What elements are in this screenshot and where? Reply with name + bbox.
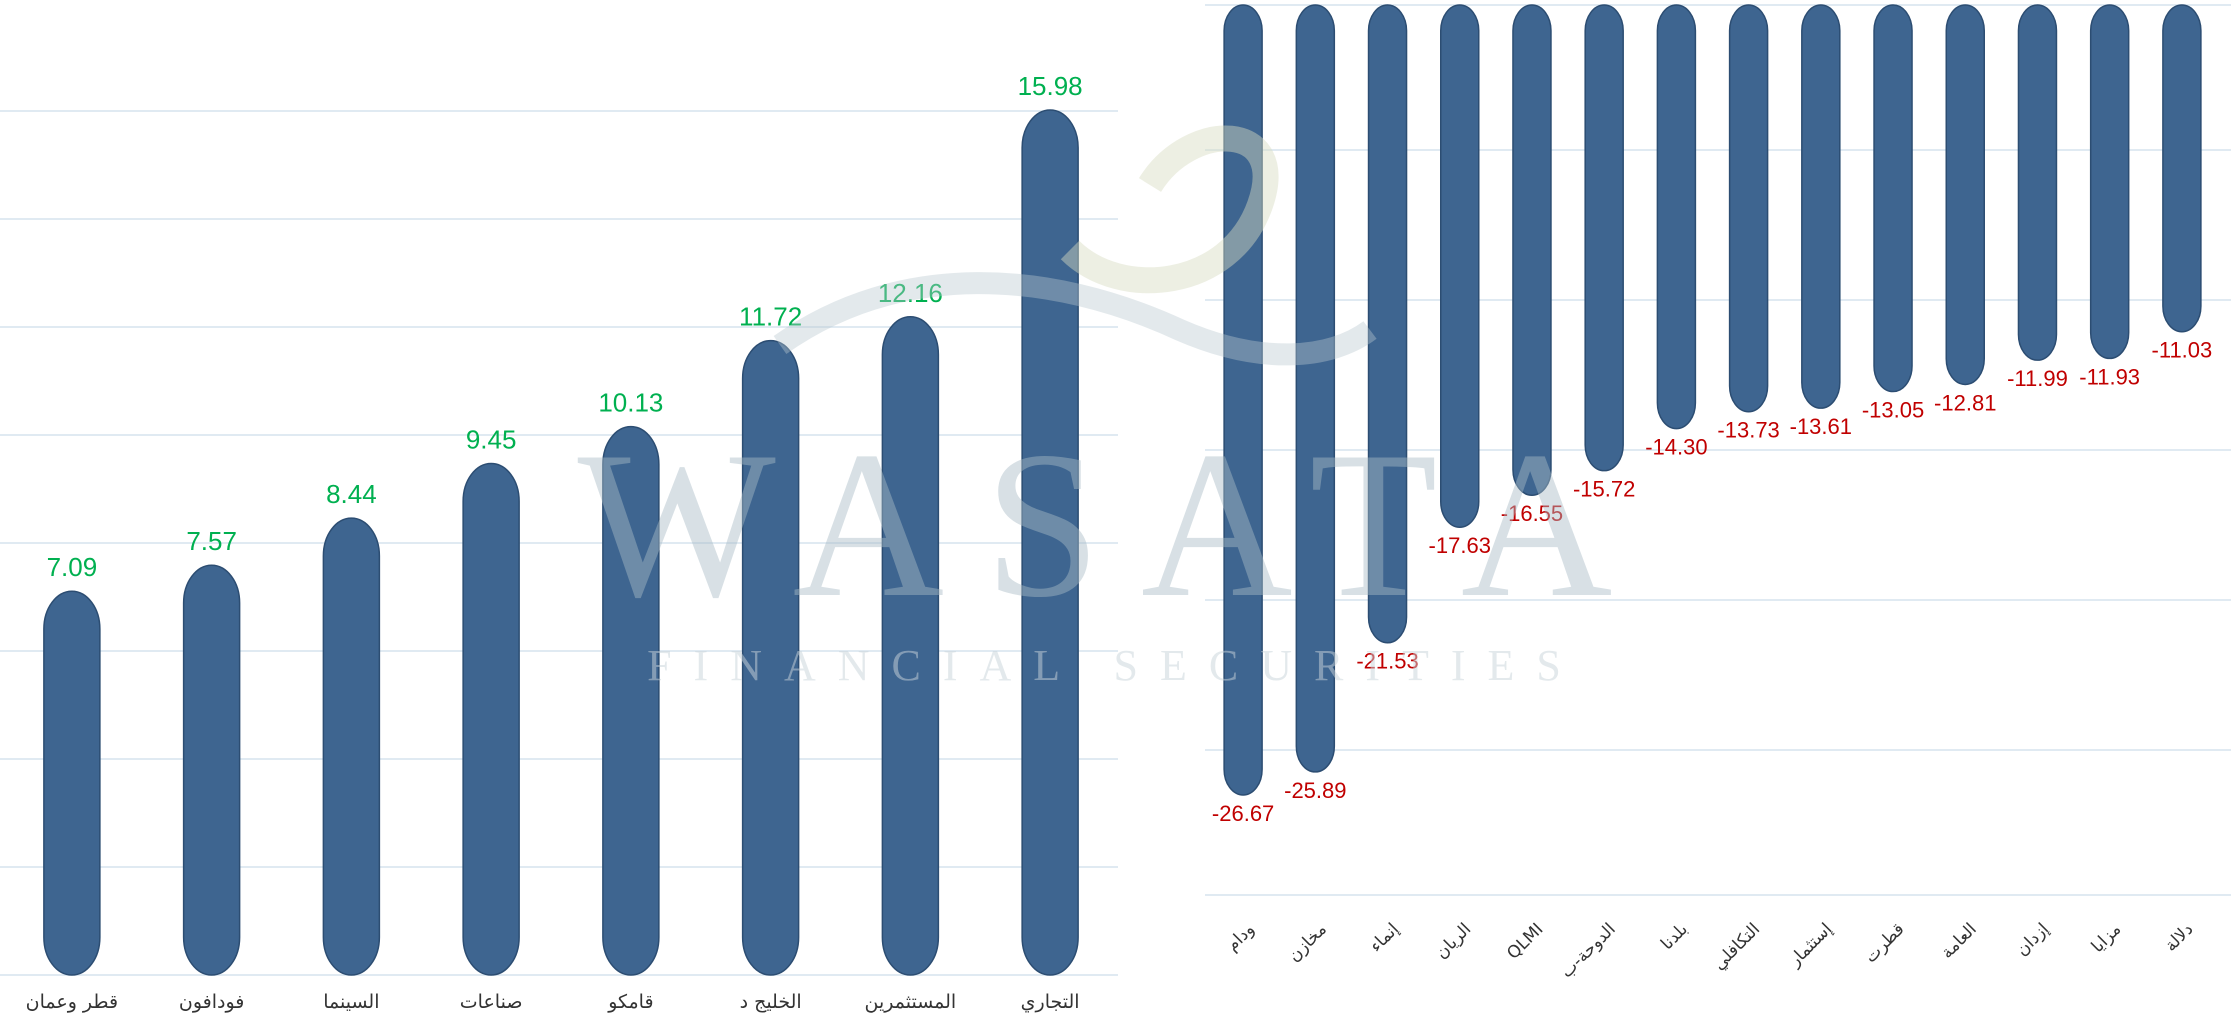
data-label: 9.45 [466, 424, 517, 454]
data-label: -13.61 [1790, 414, 1852, 439]
bar [182, 564, 241, 976]
bar [2017, 4, 2058, 361]
bar [1656, 4, 1697, 430]
category-label: دلالة [2161, 919, 2197, 955]
gainers-bar-chart: 7.09 قطر وعمان 7.57 فودافون 8.44 السينما 9.45 ص… [0, 71, 1118, 1013]
bar [1021, 109, 1079, 976]
category-label: فودافون [179, 991, 245, 1013]
data-label: 11.72 [739, 302, 802, 332]
category-label: بلدنا [1657, 919, 1692, 954]
category-label: السينما [323, 991, 379, 1013]
bar [741, 339, 800, 976]
bar [881, 316, 940, 976]
data-label: -11.93 [2079, 364, 2140, 389]
category-label: الريان [1432, 919, 1476, 963]
data-label: -15.72 [1573, 477, 1635, 502]
watermark: WASATA FINANCIAL SECURITIES [578, 125, 1653, 690]
bar [1295, 4, 1336, 773]
category-label: الدوحة-ب [1557, 919, 1620, 982]
watermark-swoosh [1060, 125, 1279, 294]
data-label: -26.67 [1212, 801, 1274, 826]
data-label: -14.30 [1645, 435, 1707, 460]
data-label: -13.05 [1862, 398, 1924, 423]
bar [1801, 4, 1841, 409]
category-label: QLMI [1503, 919, 1547, 963]
category-label: إنماء [1366, 919, 1403, 956]
losers-bar-chart: -26.67 ودام -25.89 مخازن -21.53 إنماء -17.63 ال… [1205, 4, 2231, 982]
data-label: -25.89 [1284, 778, 1346, 803]
bar [602, 425, 660, 976]
category-label: ودام [1223, 919, 1259, 955]
category-label: قطر وعمان [26, 991, 118, 1013]
category-label: مزايا [2088, 919, 2126, 957]
bar [1584, 4, 1624, 472]
bar [322, 517, 381, 976]
bar [1440, 4, 1480, 528]
data-label: -11.03 [2152, 338, 2213, 363]
category-label: قطرت [1861, 919, 1909, 967]
bar [2089, 4, 2130, 360]
bar [1367, 4, 1408, 644]
bar [43, 590, 101, 976]
bar [1512, 4, 1552, 496]
bar [1223, 4, 1263, 796]
data-label: -13.73 [1717, 418, 1779, 443]
watermark-tagline: FINANCIAL SECURITIES [647, 641, 1583, 690]
data-label: 12.16 [878, 278, 943, 308]
category-label: إستثمار [1784, 919, 1836, 971]
bar [1945, 4, 1985, 386]
data-label: -21.53 [1356, 649, 1418, 674]
data-label: 8.44 [326, 479, 377, 509]
category-label: التكافلي [1709, 919, 1764, 974]
bar [2162, 4, 2202, 333]
data-label: -16.55 [1501, 501, 1563, 526]
category-label: الخليج د [740, 991, 802, 1013]
data-label: -11.99 [2007, 366, 2068, 391]
bar [1873, 4, 1913, 393]
watermark-brand: WASATA [578, 409, 1653, 641]
data-label: 10.13 [598, 388, 663, 418]
data-label: 15.98 [1018, 71, 1083, 101]
category-label: صناعات [460, 991, 523, 1013]
data-label: 7.09 [47, 552, 98, 582]
category-label: العامة [1937, 919, 1980, 962]
category-label: مخازن [1284, 919, 1331, 966]
category-label: قامكو [607, 991, 653, 1013]
bar [1728, 4, 1769, 413]
data-label: -17.63 [1429, 533, 1491, 558]
data-label: -12.81 [1934, 390, 1996, 415]
data-label: 7.57 [186, 526, 237, 556]
watermark-swoosh-2 [773, 272, 1377, 366]
category-label: إزدان [2012, 919, 2053, 960]
category-label: المستثمرين [865, 991, 957, 1013]
bar [462, 462, 520, 976]
category-label: التجاري [1021, 991, 1080, 1013]
